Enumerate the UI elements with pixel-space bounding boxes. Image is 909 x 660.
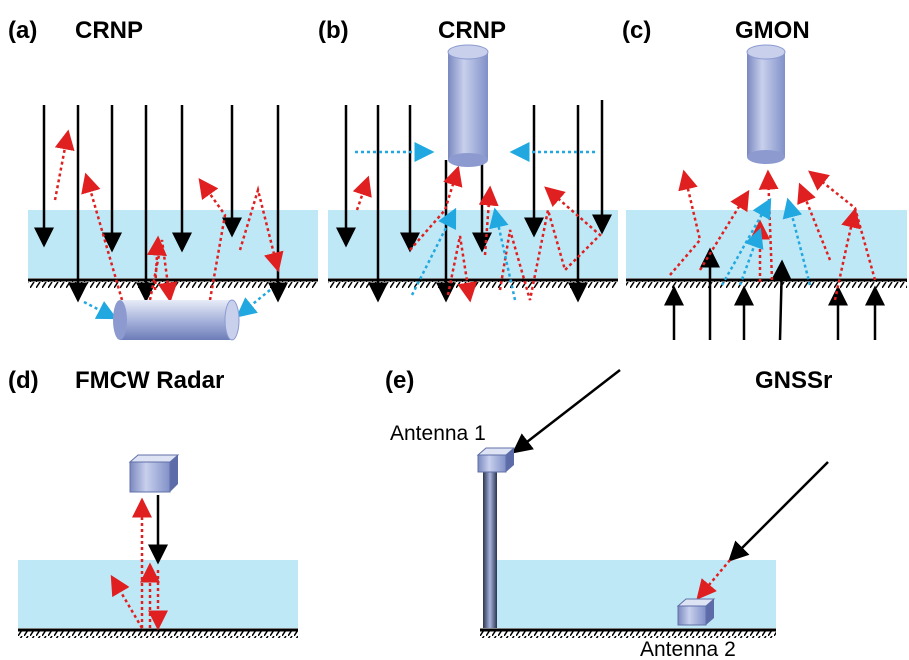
panel-title: CRNP	[75, 17, 143, 44]
panel-title: FMCW Radar	[75, 367, 224, 394]
panel-d	[18, 455, 298, 638]
panel-label: (a)	[8, 17, 37, 44]
antenna-label: Antenna 2	[640, 638, 736, 660]
antenna-label: Antenna 1	[390, 422, 486, 445]
panel-label: (c)	[622, 17, 651, 44]
panel-title: GNSSr	[755, 367, 832, 394]
panel-e	[478, 370, 828, 638]
panel-label: (b)	[318, 17, 349, 44]
panel-label: (e)	[385, 367, 414, 394]
diagram: (a) CRNP (b) CRNP (c) GMON (d) FMCW Rada…	[0, 0, 909, 660]
panel-c	[626, 45, 907, 340]
panel-b	[328, 45, 618, 300]
panel-a	[28, 105, 318, 340]
panel-title: GMON	[735, 17, 810, 44]
panel-label: (d)	[8, 367, 39, 394]
panel-title: CRNP	[438, 17, 506, 44]
